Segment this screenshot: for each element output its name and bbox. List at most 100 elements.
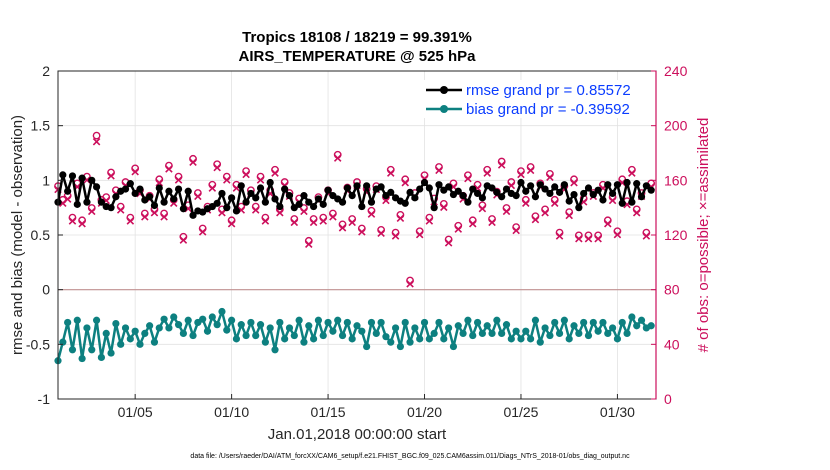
- rmse-point: [498, 193, 506, 201]
- obs-assimilated-point: [478, 204, 487, 213]
- rmse-point: [584, 184, 593, 192]
- bias-point: [502, 321, 511, 329]
- rmse-point: [78, 174, 86, 182]
- obs-assimilated-point: [179, 236, 188, 244]
- legend-bias-label: bias grand pr = -0.39592: [466, 101, 630, 118]
- bias-point: [459, 329, 467, 337]
- obs-assimilated-point: [435, 166, 443, 175]
- obs-assimilated-point: [333, 154, 342, 162]
- rmse-point: [618, 199, 626, 207]
- obs-assimilated-point: [488, 218, 496, 227]
- obs-assimilated-point: [208, 184, 217, 192]
- obs-assimilated-point: [290, 218, 299, 227]
- bias-point: [584, 331, 593, 340]
- rmse-point: [363, 182, 371, 190]
- rmse-point: [377, 183, 385, 191]
- rmse-point: [589, 190, 597, 199]
- bias-point: [604, 329, 612, 337]
- bias-point: [575, 329, 583, 337]
- obs-assimilated-point: [604, 219, 612, 228]
- bias-point: [334, 316, 342, 324]
- rmse-point: [570, 190, 578, 199]
- bias-point: [372, 329, 380, 337]
- y-right-tick-label: 160: [664, 172, 688, 188]
- rmse-point: [608, 189, 617, 198]
- bias-point: [146, 322, 154, 330]
- bias-point: [546, 331, 554, 340]
- bias-point: [343, 318, 351, 327]
- bias-point: [223, 326, 231, 334]
- bias-point: [493, 316, 501, 324]
- bias-point: [68, 346, 77, 354]
- obs-assimilated-point: [155, 178, 164, 187]
- obs-assimilated-point: [358, 228, 366, 236]
- bias-point: [276, 318, 284, 327]
- bias-point: [73, 316, 81, 324]
- obs-assimilated-point: [468, 219, 477, 228]
- obs-assimilated-point: [386, 169, 395, 177]
- rmse-point: [637, 193, 646, 201]
- bias-point: [256, 321, 265, 329]
- bias-series-line: [56, 310, 652, 362]
- bias-point: [633, 322, 641, 330]
- x-tick-label: 01/30: [600, 404, 635, 420]
- rmse-point: [633, 180, 641, 188]
- rmse-point: [121, 185, 130, 193]
- bias-point: [247, 318, 255, 327]
- bias-point: [252, 331, 260, 340]
- rmse-point: [338, 198, 347, 206]
- bias-point: [184, 316, 192, 324]
- bias-point: [309, 335, 318, 343]
- bias-point: [228, 316, 236, 324]
- chart-subtitle: AIRS_TEMPERATURE @ 525 hPa: [239, 48, 477, 65]
- obs-assimilated-point: [406, 280, 414, 288]
- axes: -1 -0.5 0 0.5 1 1.5 2 0 40 80 120 160 200 240 01/05 01/…: [26, 63, 688, 420]
- bias-point: [570, 322, 578, 330]
- rmse-point: [295, 200, 303, 208]
- rmse-point: [126, 180, 134, 188]
- obs-assimilated-point: [628, 169, 636, 177]
- bias-point: [281, 335, 289, 343]
- obs-assimilated-point: [377, 229, 385, 238]
- y-right-tick-label: 120: [664, 227, 688, 243]
- data-file-footnote: data file: /Users/raeder/DAI/ATM_forcXX/…: [190, 453, 630, 460]
- bias-point: [387, 338, 395, 346]
- obs-assimilated-point: [464, 174, 472, 183]
- rmse-point: [425, 184, 433, 192]
- rmse-point: [488, 184, 496, 192]
- bias-point: [83, 324, 91, 332]
- obs-assimilated-point: [348, 218, 356, 227]
- obs-assimilated-point: [546, 173, 554, 181]
- bias-point: [285, 324, 294, 332]
- rmse-point: [502, 185, 511, 193]
- rmse-point: [406, 188, 414, 196]
- bias-point: [420, 318, 429, 327]
- obs-assimilated-point: [502, 207, 511, 216]
- rmse-point: [546, 189, 554, 198]
- rmse-point: [642, 182, 650, 190]
- rmse-point: [64, 187, 72, 195]
- obs-assimilated-point: [309, 218, 318, 227]
- y-left-tick-label: 2: [42, 63, 50, 79]
- bias-point: [64, 318, 72, 327]
- obs-assimilated-point: [78, 219, 86, 228]
- bias-point: [391, 324, 400, 332]
- bias-point: [121, 324, 130, 332]
- bias-point: [445, 324, 453, 332]
- bias-point: [88, 346, 96, 354]
- bias-point: [213, 321, 221, 329]
- obs-assimilated-point: [401, 178, 409, 187]
- bias-point: [425, 335, 433, 343]
- obs-assimilated-point: [522, 199, 530, 207]
- rmse-point: [324, 186, 332, 194]
- bias-point: [647, 322, 655, 330]
- bias-point: [112, 319, 120, 328]
- obs-assimilated-point: [391, 232, 400, 240]
- bias-point: [589, 318, 597, 327]
- bias-point: [203, 327, 212, 335]
- rmse-point: [536, 181, 544, 189]
- rmse-point: [170, 195, 178, 203]
- y-axis-right-label: # of obs: o=possible; ×=assimilated: [695, 118, 712, 353]
- obs-assimilated-point: [550, 199, 559, 207]
- bias-point: [406, 338, 414, 346]
